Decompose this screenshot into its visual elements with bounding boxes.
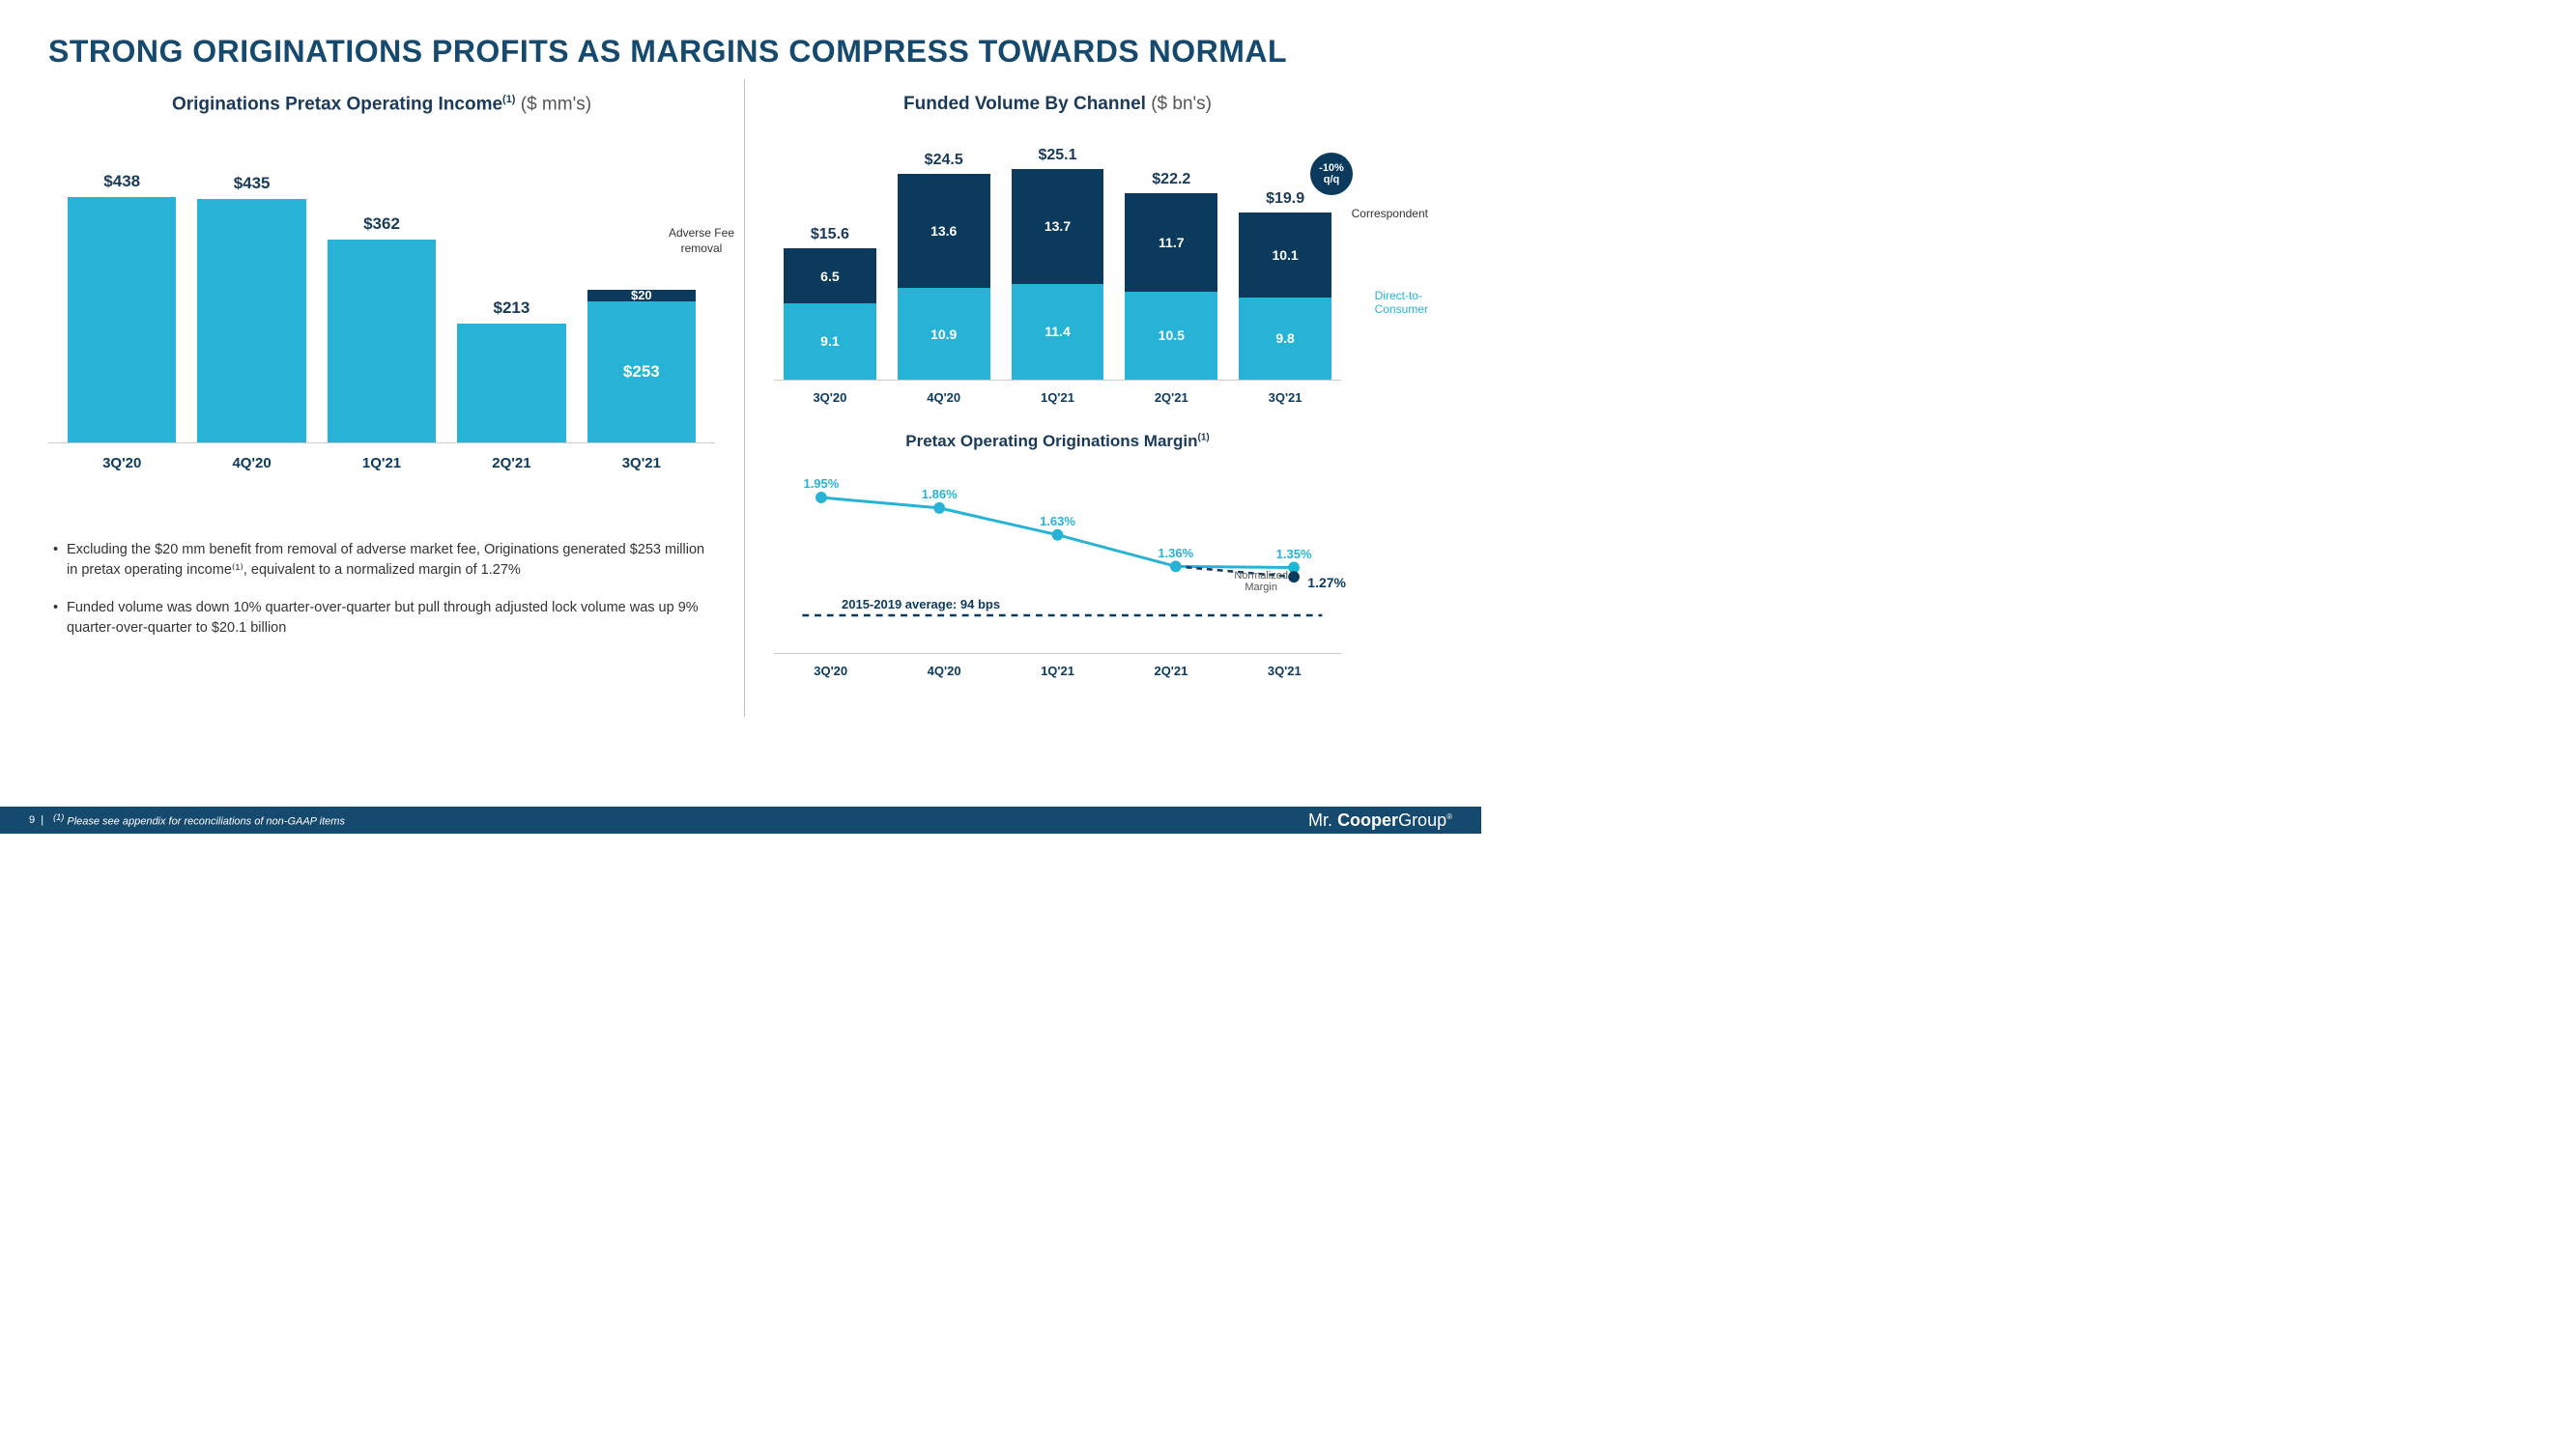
total-label: $24.5 (925, 152, 963, 169)
normalized-value: 1.27% (1307, 575, 1346, 590)
x-label: 4Q'20 (898, 390, 990, 405)
bar-label: $213 (494, 298, 530, 318)
x-label: 3Q'20 (68, 455, 176, 471)
chart1-title-main: Originations Pretax Operating Income (172, 94, 502, 114)
bar-label: $438 (103, 172, 140, 191)
x-label: 3Q'21 (587, 455, 696, 471)
seg-top: 13.6 (898, 174, 990, 288)
x-label: 3Q'20 (784, 390, 876, 405)
point-label: 1.36% (1158, 546, 1193, 560)
stacked-bar-col: $19.9 10.19.8 (1239, 190, 1331, 380)
qq-badge: -10% q/q (1310, 153, 1353, 195)
point-label: 1.95% (803, 476, 839, 491)
footer: 9 | (1) Please see appendix for reconcil… (0, 807, 1481, 834)
brand: Mr. CooperGroup® (1308, 810, 1452, 831)
bar-col: $362 (328, 214, 436, 442)
bullet: Funded volume was down 10% quarter-over-… (53, 598, 715, 639)
point-label: 1.63% (1040, 514, 1075, 528)
chart2: -10% q/q $15.6 6.59.1 $24.5 13.610.9 $25.1 13… (774, 129, 1341, 405)
qq-l1: -10% (1319, 162, 1344, 174)
chart3-title-main: Pretax Operating Originations Margin (905, 432, 1197, 450)
chart2-title: Funded Volume By Channel ($ bn's) (774, 94, 1341, 115)
seg-top: 13.7 (1012, 169, 1104, 284)
bar-col: $435 (197, 174, 305, 442)
bar-label: $362 (363, 214, 400, 234)
total-label: $19.9 (1266, 190, 1304, 208)
bar-seg-bot: $253 (587, 301, 696, 443)
chart2-unit: ($ bn's) (1146, 94, 1212, 114)
seg-bot: 11.4 (1012, 284, 1104, 380)
chart1: $438 $435 $362 $213 $20$253 3Q'20 4Q'20 1Q'21 2… (48, 134, 715, 501)
seg-bot: 9.8 (1239, 298, 1331, 380)
bar-rect (68, 197, 176, 442)
page-title: STRONG ORIGINATIONS PROFITS AS MARGINS C… (48, 34, 1433, 70)
seg-top: 6.5 (784, 248, 876, 303)
seg-bot: 10.5 (1125, 292, 1217, 380)
x-label: 3Q'21 (1228, 664, 1341, 678)
seg-bot: 9.1 (784, 303, 876, 380)
x-label: 1Q'21 (1012, 390, 1104, 405)
x-label: 2Q'21 (1125, 390, 1217, 405)
chart3: 1.95%1.86%1.63%1.36%1.35%1.27%Normalized… (774, 461, 1341, 654)
bullets: Excluding the $20 mm benefit from remova… (48, 540, 715, 639)
bar-rect (328, 240, 436, 442)
chart1-sup: (1) (502, 94, 515, 105)
chart3-sup: (1) (1198, 432, 1210, 442)
bullet: Excluding the $20 mm benefit from remova… (53, 540, 715, 581)
avg-label: 2015-2019 average: 94 bps (842, 597, 1000, 611)
footnote: (1) Please see appendix for reconciliati… (53, 812, 345, 828)
chart2-title-main: Funded Volume By Channel (903, 94, 1146, 114)
adverse-label: Adverse Fee removal (669, 226, 734, 256)
x-label: 4Q'20 (887, 664, 1000, 678)
chart1-unit: ($ mm's) (515, 94, 591, 114)
adverse-l1: Adverse Fee (669, 226, 734, 242)
legend-correspondent: Correspondent (1352, 207, 1428, 220)
x-label: 2Q'21 (1114, 664, 1227, 678)
seg-top: 11.7 (1125, 193, 1217, 292)
x-label: 1Q'21 (1001, 664, 1114, 678)
bar-col: $20$253 (587, 290, 696, 442)
stacked-bar-col: $25.1 13.711.4 (1012, 147, 1104, 380)
stacked-bar-col: $22.2 11.710.5 (1125, 171, 1217, 380)
adverse-l2: removal (669, 242, 734, 257)
seg-top: 10.1 (1239, 213, 1331, 298)
bar-label: $435 (234, 174, 271, 193)
divider (744, 79, 745, 717)
legend-dtc-l2: Consumer (1375, 302, 1428, 316)
legend-dtc: Direct-to- Consumer (1375, 289, 1428, 317)
point-label: 1.86% (922, 487, 958, 501)
total-label: $15.6 (811, 226, 849, 243)
normalized-text: NormalizedMargin (1234, 570, 1288, 593)
seg-bot: 10.9 (898, 288, 990, 380)
total-label: $25.1 (1038, 147, 1076, 164)
point-label: 1.35% (1276, 547, 1312, 561)
qq-l2: q/q (1324, 174, 1340, 185)
page-number: 9 | (29, 814, 43, 826)
chart3-title: Pretax Operating Originations Margin(1) (774, 432, 1341, 451)
x-label: 1Q'21 (328, 455, 436, 471)
x-label: 3Q'20 (774, 664, 887, 678)
stacked-bar-col: $15.6 6.59.1 (784, 226, 876, 380)
x-label: 2Q'21 (457, 455, 565, 471)
bar-col: $213 (457, 298, 565, 443)
legend-dtc-l1: Direct-to- (1375, 289, 1428, 302)
bar-col: $438 (68, 172, 176, 442)
total-label: $22.2 (1152, 171, 1190, 188)
chart1-title: Originations Pretax Operating Income(1) … (48, 94, 715, 115)
x-label: 3Q'21 (1239, 390, 1331, 405)
stacked-bar-col: $24.5 13.610.9 (898, 152, 990, 380)
bar-rect (197, 199, 305, 442)
bar-rect (457, 324, 565, 443)
bar-seg-top: $20 (587, 290, 696, 301)
x-label: 4Q'20 (197, 455, 305, 471)
